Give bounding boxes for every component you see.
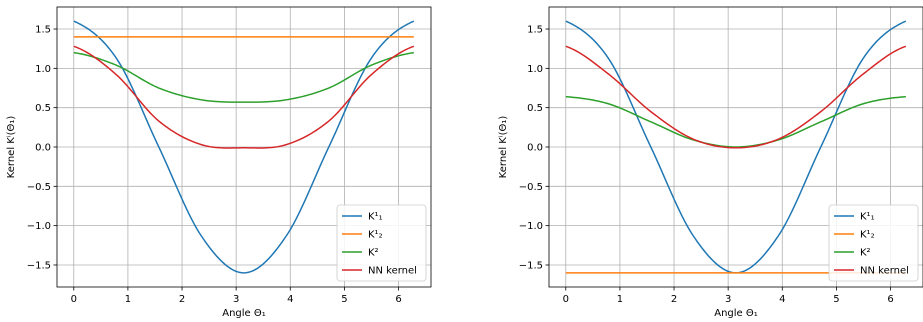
ticks: 0 1 2 3 4 5 6 −1.5 −1.0 −0.5 0.0 0.5 1.0 1.5 [519,25,894,305]
y-axis-label: Kernel Kⁱ(Θ₁) [498,116,509,179]
series-line-k² [73,51,414,103]
y-tick-label: 0.5 [35,103,51,114]
y-tick-label: −0.5 [27,182,51,193]
y-tick-label: −1.5 [519,260,543,271]
x-tick-label: 6 [395,294,401,305]
legend-box [828,204,919,282]
x-tick-label: 4 [287,294,293,305]
x-axis-label: Angle Θ₁ [222,308,266,319]
x-tick-label: 2 [671,294,677,305]
y-tick-label: 0.0 [527,143,543,154]
x-tick-label: 5 [833,294,839,305]
y-tick-label: 0.0 [35,143,51,154]
series-line-k¹₁ [73,20,415,274]
legend-label: K¹₁ [368,212,383,223]
x-tick-label: 1 [617,294,623,305]
x-tick-label: 3 [233,294,239,305]
legend: K¹₁ K¹₂ K² NN kernel [828,204,919,282]
chart-panel-right: 0 1 2 3 4 5 6 −1.5 −1.0 −0.5 0.0 0.5 1.0 1.5 Angle Θ₁ K… [498,6,923,319]
y-tick-label: −1.0 [27,221,51,232]
legend-label: K¹₁ [860,212,875,223]
series-line-nn-kernel [73,45,415,149]
x-tick-label: 2 [179,294,185,305]
legend-label: NN kernel [368,266,417,277]
x-tick-label: 3 [725,294,731,305]
x-tick-label: 1 [125,294,131,305]
legend: K¹₁ K¹₂ K² NN kernel [336,204,427,282]
y-tick-label: 0.5 [527,103,543,114]
legend-label: K² [368,248,379,259]
legend-label: K² [860,248,871,259]
legend-label: K¹₂ [860,230,875,241]
x-tick-label: 4 [779,294,785,305]
y-tick-label: 1.5 [527,25,543,36]
y-tick-label: 1.0 [35,64,51,75]
y-tick-label: −0.5 [519,182,543,193]
y-tick-label: −1.0 [519,221,543,232]
chart-panel-left: 0 1 2 3 4 5 6 −1.5 −1.0 −0.5 0.0 0.5 1.0 1.5 Angle Θ₁ K… [6,6,432,319]
x-tick-label: 6 [887,294,893,305]
series-line-nn-kernel [565,45,907,149]
legend-box [336,204,427,282]
y-tick-label: 1.0 [527,64,543,75]
ticks: 0 1 2 3 4 5 6 −1.5 −1.0 −0.5 0.0 0.5 1.0 1.5 [27,25,402,305]
legend-label: K¹₂ [368,230,383,241]
x-tick-label: 5 [341,294,347,305]
series-lines [73,20,415,274]
y-axis-label: Kernel Kⁱ(Θ₁) [6,116,17,179]
series-line-k² [565,95,906,148]
grid [57,7,431,287]
legend-label: NN kernel [860,266,909,277]
x-axis-label: Angle Θ₁ [714,308,758,319]
y-tick-label: −1.5 [27,260,51,271]
y-tick-label: 1.5 [35,25,51,36]
x-tick-label: 0 [563,294,569,305]
x-tick-label: 0 [71,294,77,305]
